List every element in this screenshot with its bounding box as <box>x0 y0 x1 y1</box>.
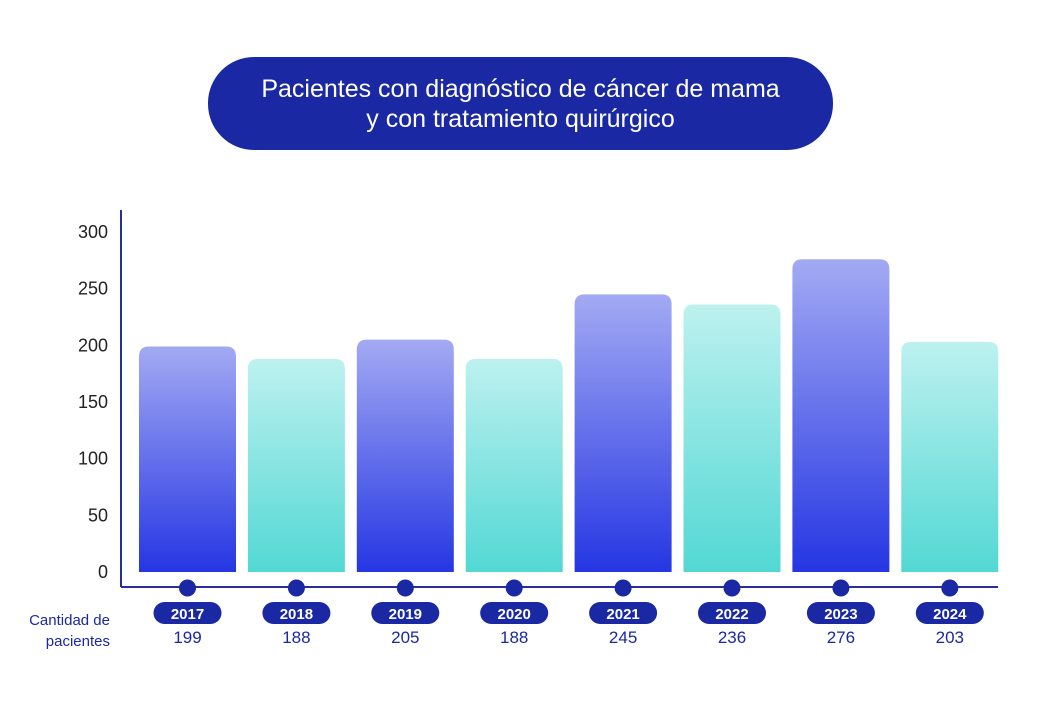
value-label-2022: 236 <box>718 628 746 647</box>
y-tick-label: 0 <box>98 562 108 582</box>
y-tick-label: 150 <box>78 392 108 412</box>
year-label-2017: 2017 <box>171 606 204 623</box>
year-label-2024: 2024 <box>933 606 967 623</box>
year-pill-2023 <box>806 602 875 624</box>
year-pill-2020 <box>480 602 549 624</box>
x-marker-2023 <box>832 579 850 597</box>
x-marker-2019 <box>396 579 414 597</box>
year-label-2019: 2019 <box>389 606 422 623</box>
year-label-2018: 2018 <box>280 606 313 623</box>
year-label-2023: 2023 <box>824 606 857 623</box>
year-label-2021: 2021 <box>606 606 639 623</box>
bar-2022 <box>683 304 781 572</box>
bar-2019 <box>356 339 454 572</box>
x-marker-2022 <box>723 579 741 597</box>
y-axis: 0 50 100 150 200 250 300 <box>78 210 122 587</box>
y-tick-label: 50 <box>88 505 108 525</box>
year-pill-2021 <box>589 602 658 624</box>
year-pill-2018 <box>262 602 331 624</box>
y-tick-label: 300 <box>78 222 108 242</box>
bar-2017 <box>139 346 236 572</box>
chart-title-box: Pacientes con diagnóstico de cáncer de m… <box>208 57 833 150</box>
bar-2020 <box>465 358 563 572</box>
x-marker-2024 <box>941 579 959 597</box>
year-pill-2019 <box>371 602 440 624</box>
x-marker-2018 <box>287 579 305 597</box>
x-marker-2021 <box>614 579 632 597</box>
bar-2023 <box>792 259 890 572</box>
bar-2021 <box>574 294 672 572</box>
value-label-2024: 203 <box>936 628 964 647</box>
value-label-2019: 205 <box>391 628 419 647</box>
row-label-cantidad-pacientes: Cantidad de pacientes <box>29 612 110 650</box>
x-marker-2017 <box>179 579 196 597</box>
year-label-2020: 2020 <box>498 606 531 623</box>
x-marker-2020 <box>505 579 523 597</box>
bar-2024 <box>901 341 999 572</box>
year-label-2022: 2022 <box>715 606 748 623</box>
value-label-2020: 188 <box>500 628 528 647</box>
y-tick-label: 100 <box>78 449 108 469</box>
value-label-2023: 276 <box>827 628 855 647</box>
y-tick-label: 200 <box>78 335 108 355</box>
bar-2018 <box>247 358 345 572</box>
y-tick-label: 250 <box>78 279 108 299</box>
chart-title: Pacientes con diagnóstico de cáncer de m… <box>261 74 780 133</box>
value-label-2021: 245 <box>609 628 637 647</box>
x-axis: 2017 199 2018 188 2019 205 2020 188 2021 245 2022 2… <box>121 579 998 647</box>
value-label-2017: 199 <box>173 628 201 647</box>
value-label-2018: 188 <box>282 628 310 647</box>
year-pill-2024 <box>915 602 984 624</box>
year-pill-2022 <box>698 602 766 624</box>
year-pill-2017 <box>153 602 222 624</box>
bars <box>139 259 999 572</box>
